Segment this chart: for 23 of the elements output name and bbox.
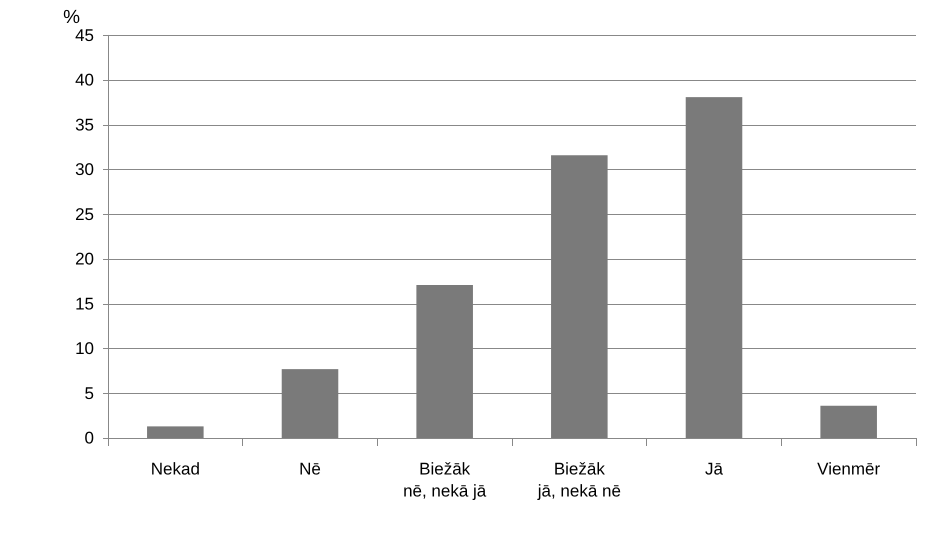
y-tick-label: 40 [75,70,94,90]
bar [820,406,877,438]
bar [147,426,204,438]
x-tick-label: Nekad [150,460,200,478]
bar [416,285,473,438]
x-tick-label: Jā [705,460,724,478]
y-tick-label: 0 [84,428,94,448]
y-tick-label: 10 [75,339,94,358]
bar [551,155,608,438]
bar [686,97,742,438]
y-tick-label: 45 [75,26,94,45]
y-tick-label: 20 [75,250,94,269]
x-tick-label: Biežāk jā, nekā nē [536,460,621,500]
y-tick-label: 25 [75,204,94,224]
y-tick-label: 15 [75,294,94,314]
y-tick-label: 30 [75,160,94,180]
x-tick-label: Biežāk nē, nekā jā [403,460,487,500]
bar [282,369,338,438]
x-tick-label: Nē [299,460,321,478]
x-tick-label: Vienmēr [817,460,880,478]
y-tick-label: 5 [84,384,94,403]
y-tick-label: 35 [75,115,94,134]
y-axis-title: % [63,7,80,28]
